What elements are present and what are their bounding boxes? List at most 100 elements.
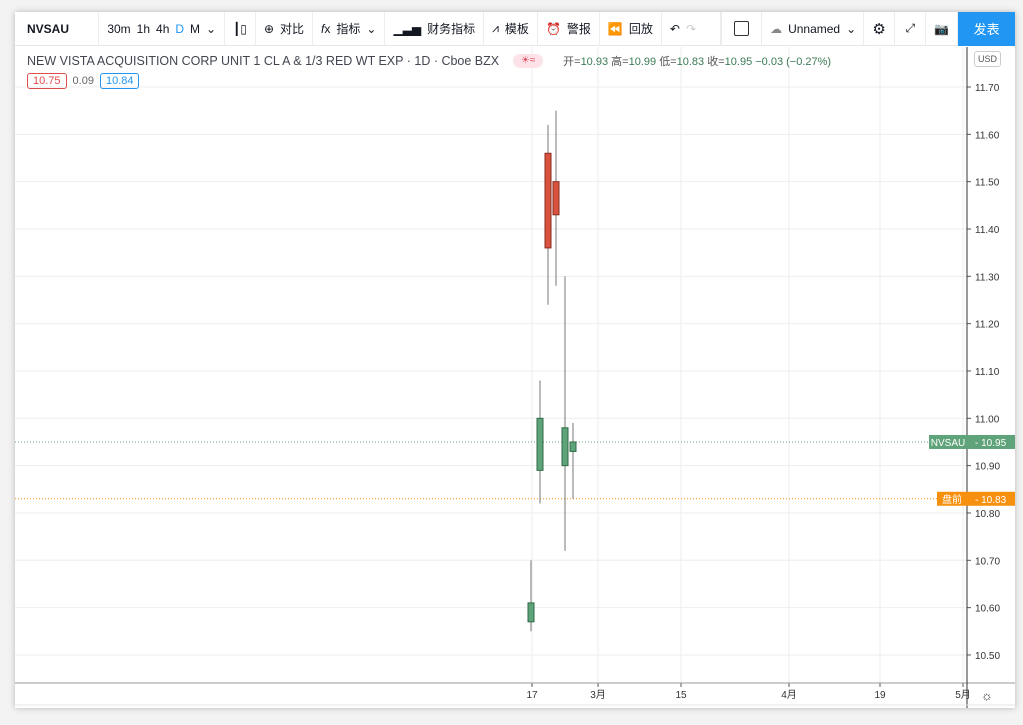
y-tick-label: 11.30 [975, 272, 1000, 283]
compare-label: 对比 [280, 22, 305, 36]
x-tick-label: 3月 [590, 689, 606, 701]
y-tick-label: 11.50 [975, 178, 1000, 189]
interval-4h[interactable]: 4h [156, 21, 170, 36]
symbol-label-bg [929, 434, 967, 449]
gear-icon: ⚙ [872, 20, 886, 38]
price-chart[interactable]: 11.70 11.60 11.50 11.40 11.30 11.20 11.10 11.00… [15, 12, 1015, 708]
undo-redo: ↶ ↷ [662, 11, 722, 46]
candle [561, 276, 569, 551]
square-icon [734, 21, 750, 36]
alarm-clock-icon: ⏰ [545, 21, 561, 36]
candle-body [536, 417, 544, 471]
y-tick-label: 10.70 [975, 556, 1000, 567]
chevron-down-icon[interactable]: ⌄ [366, 21, 377, 36]
interval-group: 30m 1h 4h D M ⌄ [99, 11, 226, 46]
screenshot-button[interactable]: 📷 [926, 11, 959, 46]
interval-m[interactable]: M [190, 21, 201, 36]
bid-price[interactable]: 10.75 [27, 73, 67, 89]
expand-icon: ⤢ [905, 21, 916, 35]
x-tick-label: 17 [526, 690, 538, 701]
publish-label: 发表 [973, 22, 1000, 37]
replay-button[interactable]: ⏪ 回放 [600, 11, 662, 46]
fullscreen-button[interactable]: ⤢ [895, 11, 927, 46]
chart-type-button[interactable]: ┃▯ [225, 11, 256, 46]
layout-name: Unnamed [788, 21, 841, 36]
templates-icon: ⩘ [492, 21, 499, 35]
interval-d[interactable]: D [175, 21, 185, 36]
high-value: 10.99 [628, 56, 657, 68]
y-tick-label: 10.60 [975, 604, 1000, 615]
templates-label: 模板 [504, 22, 529, 36]
candle-body [544, 152, 552, 249]
financials-button[interactable]: ▁▃▅ 财务指标 [385, 11, 485, 46]
alert-label: 警报 [566, 22, 591, 36]
premarket-label: 盘前 [942, 493, 962, 506]
y-tick-label: 10.80 [975, 509, 1000, 520]
x-tick-label: 19 [874, 690, 886, 701]
replay-label: 回放 [628, 22, 653, 36]
low-label: 低= [659, 56, 677, 68]
cloud-icon: ☁ [770, 21, 783, 36]
redo-icon[interactable]: ↷ [685, 21, 696, 36]
currency-button[interactable]: USD [974, 51, 1002, 67]
ask-price[interactable]: 10.84 [99, 73, 140, 89]
chart-window: 11.70 11.60 11.50 11.40 11.30 11.20 11.10 11.00… [15, 11, 1015, 708]
x-tick-label: 5月 [955, 689, 971, 701]
candle-body [552, 181, 560, 216]
symbol-price-label: NVSAU [931, 438, 965, 449]
interval-30m[interactable]: 30m [107, 21, 131, 36]
candles-icon: ┃▯ [233, 21, 247, 36]
financials-label: 财务指标 [427, 22, 476, 36]
fullscreen-layout-button[interactable] [721, 11, 763, 46]
chevron-down-icon[interactable]: ⌄ [846, 21, 857, 36]
alert-button[interactable]: ⏰ 警报 [538, 11, 600, 46]
settings-button[interactable]: ⚙ [864, 11, 896, 46]
y-tick-label: 11.20 [975, 320, 1000, 331]
candle [552, 110, 560, 286]
chevron-down-icon[interactable]: ⌄ [206, 21, 217, 36]
indicators-label: 指标 [336, 22, 361, 36]
y-tick-label: 11.40 [975, 225, 1000, 236]
undo-icon[interactable]: ↶ [669, 21, 680, 36]
premarket-label-bg [937, 491, 967, 506]
spread: 0.09 [72, 75, 94, 87]
settings-gear-icon[interactable]: ☼ [981, 688, 993, 703]
candle [527, 560, 535, 632]
market-status-badge[interactable]: ☀≈ [513, 54, 544, 68]
open-value: 10.93 [580, 56, 609, 68]
chart-legend: NEW VISTA ACQUISITION CORP UNIT 1 CL A &… [27, 53, 831, 69]
y-tick-label: 11.00 [975, 414, 1000, 425]
fx-icon: fx [321, 21, 331, 36]
toolbar: NVSAU 30m 1h 4h D M ⌄ ┃▯ ⊕ 对比 fx 指标 ⌄ ▁▃▅ 财务… [15, 11, 1015, 46]
x-tick-label: 4月 [781, 689, 797, 701]
x-tick-label: 15 [675, 690, 687, 701]
bid-ask: 10.75 0.09 10.84 [27, 73, 140, 89]
y-tick-label: 10.50 [975, 651, 1000, 662]
y-tick-label: 11.10 [975, 367, 1000, 378]
ohlc-values: 开=10.93 高=10.99 低=10.83 收=10.95 −0.03 (−… [563, 53, 831, 69]
bar-chart-icon: ▁▃▅ [393, 21, 422, 36]
y-tick-label: 10.90 [975, 462, 1000, 473]
open-label: 开= [563, 56, 581, 68]
interval-1h[interactable]: 1h [136, 21, 151, 36]
symbol-label[interactable]: NVSAU [27, 21, 70, 36]
layout-button[interactable]: ☁ Unnamed ⌄ [762, 11, 865, 46]
symbol-title: NEW VISTA ACQUISITION CORP UNIT 1 CL A &… [27, 54, 500, 68]
close-value: 10.95 [724, 56, 753, 68]
change-value: −0.03 (−0.27%) [755, 56, 832, 68]
y-tick-label: 11.70 [975, 83, 1000, 94]
camera-icon: 📷 [934, 21, 950, 36]
publish-button[interactable]: 发表 [958, 11, 1015, 46]
symbol-search[interactable]: NVSAU [15, 11, 100, 46]
candle [544, 124, 552, 305]
premarket-price: - 10.83 [975, 495, 1007, 506]
templates-button[interactable]: ⩘ 模板 [484, 11, 538, 46]
y-tick-label: 11.60 [975, 130, 1000, 141]
candle [536, 380, 544, 504]
last-price: - 10.95 [975, 438, 1007, 449]
rewind-icon: ⏪ [607, 21, 623, 36]
indicators-button[interactable]: fx 指标 ⌄ [313, 11, 386, 46]
high-label: 高= [611, 56, 629, 68]
low-value: 10.83 [676, 56, 705, 68]
compare-button[interactable]: ⊕ 对比 [256, 11, 314, 46]
